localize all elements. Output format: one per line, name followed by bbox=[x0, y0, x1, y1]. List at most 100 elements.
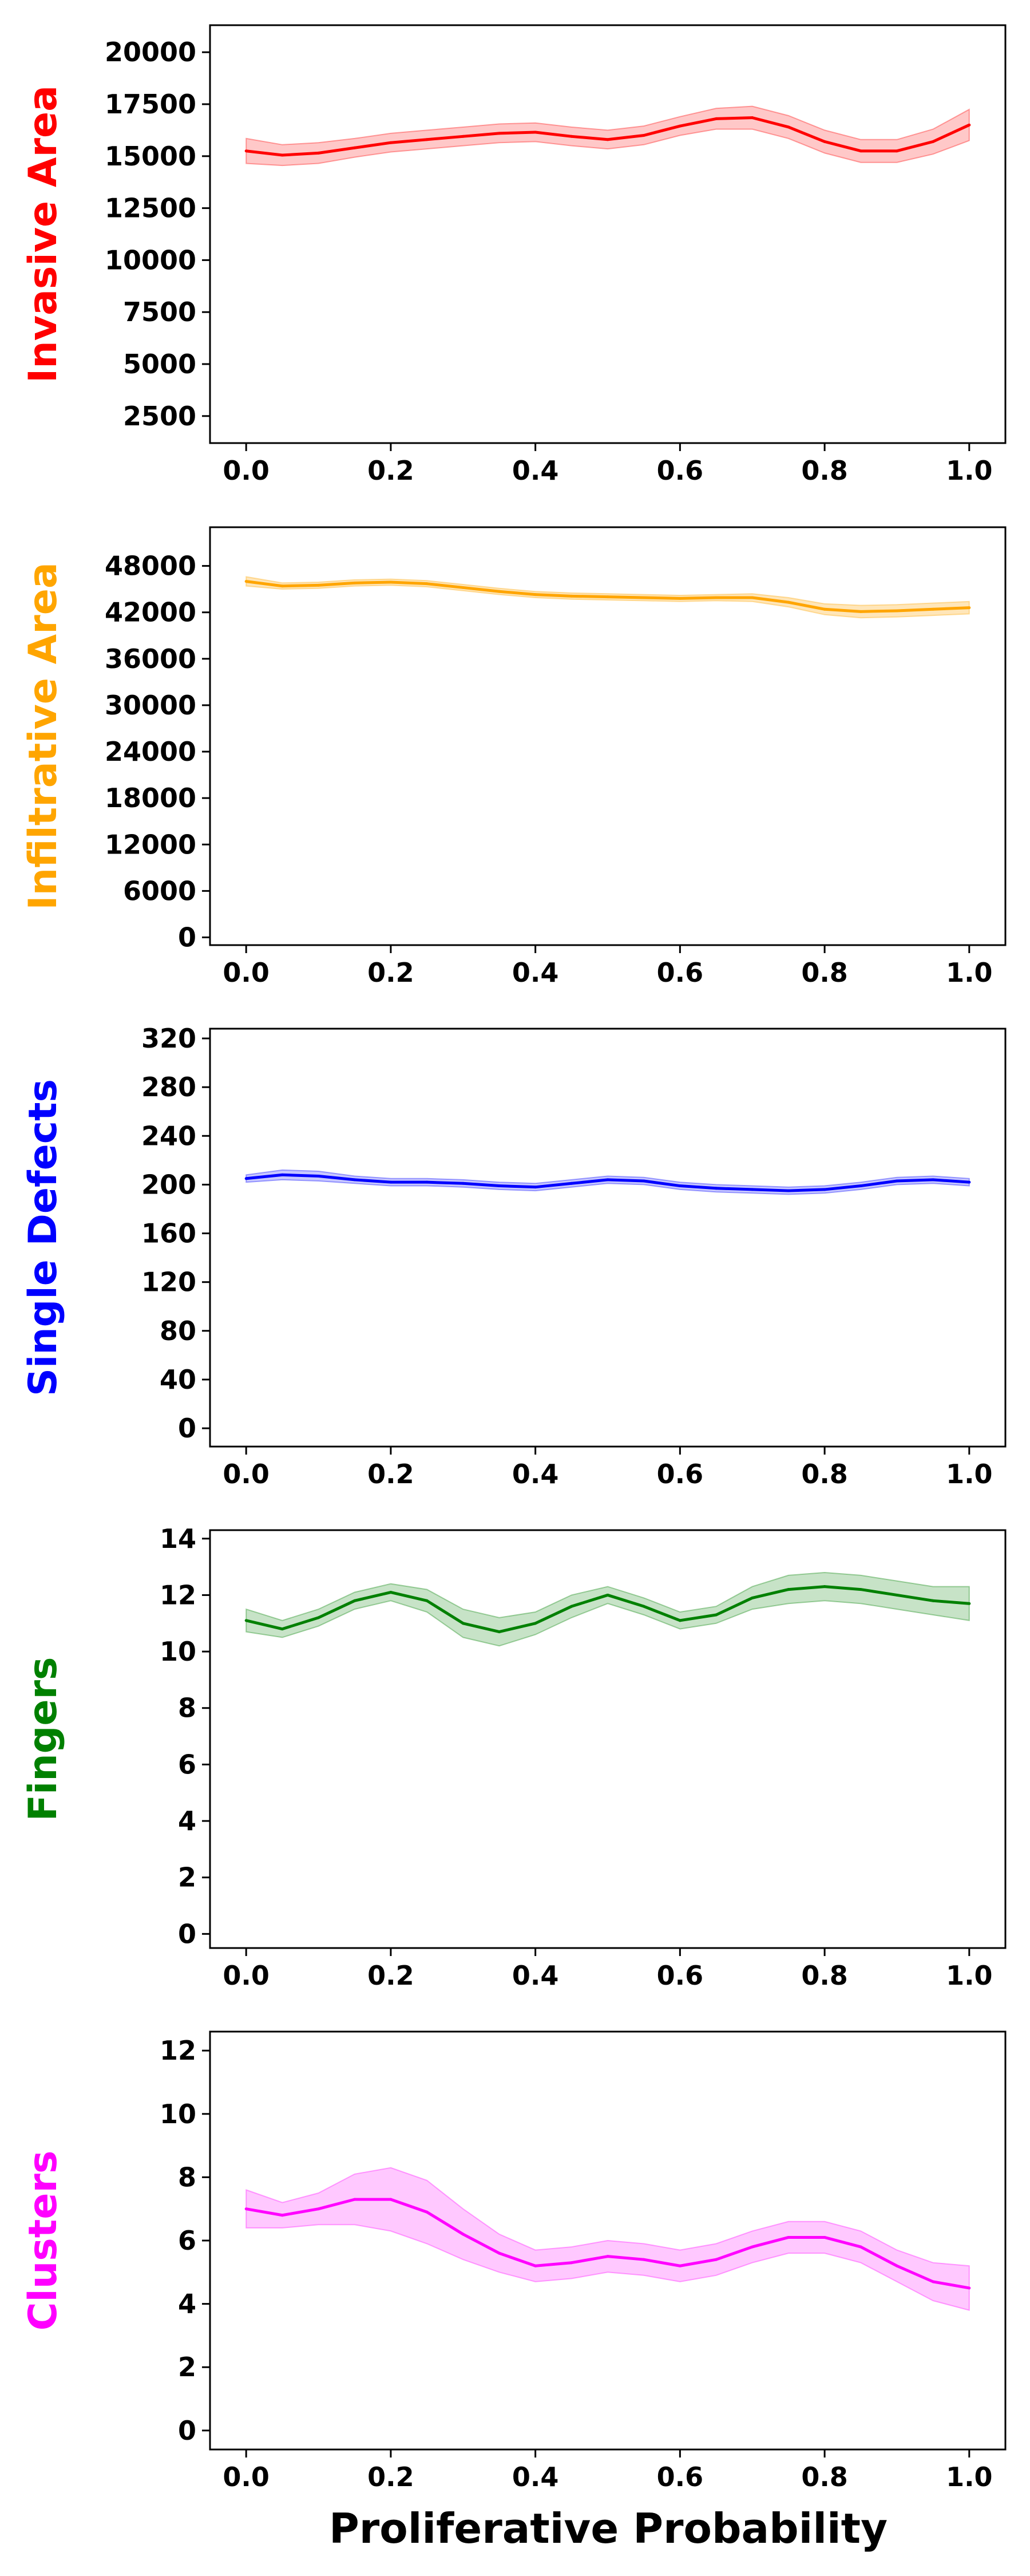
series-line-segment bbox=[570, 2255, 609, 2265]
chart-panel: 0.0 0.2 0.4 0.6 0.8 1.0 0 6000 12000 18000 24000 30… bbox=[21, 526, 1007, 988]
series-line-segment bbox=[751, 1188, 790, 1192]
series-line-segment bbox=[389, 1591, 429, 1602]
series-line-segment bbox=[606, 1178, 645, 1183]
series-line-segment bbox=[642, 2258, 682, 2267]
y-tick-label: 2 bbox=[178, 2352, 196, 2383]
series-line-segment bbox=[280, 1616, 320, 1631]
y-axis-label: Fingers bbox=[21, 1657, 66, 1822]
series-line-segment bbox=[497, 1622, 537, 1634]
series-line-segment bbox=[823, 1585, 862, 1591]
series-line-segment bbox=[317, 1599, 356, 1619]
series-line-segment bbox=[534, 1182, 573, 1189]
x-tick-label: 1.0 bbox=[946, 2462, 993, 2492]
y-tick-label: 30000 bbox=[105, 690, 196, 721]
series-line-segment bbox=[606, 2255, 645, 2261]
series-line-segment bbox=[823, 140, 862, 153]
series-line-segment bbox=[280, 2207, 320, 2217]
x-tick-label: 0.6 bbox=[657, 455, 704, 486]
x-tick-label: 0.0 bbox=[223, 2462, 270, 2492]
y-tick-label: 7500 bbox=[123, 297, 196, 327]
series-line-segment bbox=[895, 2264, 935, 2283]
confidence-band bbox=[245, 2167, 970, 2311]
series-line-segment bbox=[932, 1178, 971, 1184]
series-line-segment bbox=[715, 1187, 754, 1191]
series-line-segment bbox=[425, 1599, 465, 1625]
y-tick-label: 0 bbox=[178, 2415, 196, 2446]
x-tick-label: 0.2 bbox=[367, 1960, 414, 1991]
series-line-segment bbox=[751, 116, 790, 129]
series-line-segment bbox=[317, 2198, 356, 2211]
series-line-segment bbox=[497, 2251, 537, 2267]
y-tick-label: 40 bbox=[160, 1364, 196, 1395]
y-tick-label: 10000 bbox=[105, 244, 196, 275]
x-tick-label: 0.4 bbox=[512, 1960, 559, 1991]
series-line-segment bbox=[606, 1593, 645, 1608]
series-line-segment bbox=[751, 596, 790, 604]
plot-area bbox=[210, 25, 1005, 443]
y-tick-label: 12 bbox=[160, 1579, 196, 1610]
plot-area bbox=[210, 1029, 1005, 1447]
chart-panel: 0.0 0.2 0.4 0.6 0.8 1.0 0 2 4 6 8 10 12 Clusters bbox=[21, 2030, 1007, 2492]
series-line-segment bbox=[570, 135, 609, 141]
series-line-segment bbox=[425, 2210, 465, 2236]
series-line-segment bbox=[425, 1180, 465, 1185]
y-tick-label: 8 bbox=[178, 1693, 196, 1724]
series-line-segment bbox=[678, 2258, 718, 2267]
y-tick-label: 42000 bbox=[105, 597, 196, 628]
series-line-segment bbox=[534, 2261, 573, 2267]
series-line-segment bbox=[280, 151, 320, 157]
x-tick-label: 0.0 bbox=[223, 1459, 270, 1490]
series-line-segment bbox=[353, 580, 393, 584]
series-line-segment bbox=[389, 138, 429, 144]
chart-panel: 0.0 0.2 0.4 0.6 0.8 1.0 0 40 80 120 160 200 240 280 32… bbox=[21, 1023, 1007, 1490]
x-tick-label: 0.2 bbox=[367, 455, 414, 486]
series-line-segment bbox=[751, 1588, 790, 1599]
series-line-segment bbox=[895, 607, 935, 613]
x-tick-label: 0.6 bbox=[657, 957, 704, 988]
series-line-segment bbox=[534, 593, 573, 598]
series-line-segment bbox=[859, 2245, 898, 2267]
series-line-segment bbox=[461, 1622, 501, 1634]
series-line-segment bbox=[751, 2235, 790, 2249]
series-line-segment bbox=[642, 1605, 682, 1622]
series-line-segment bbox=[280, 583, 320, 588]
series-line-segment bbox=[244, 580, 284, 588]
x-tick-label: 0.0 bbox=[223, 957, 270, 988]
x-tick-label: 0.4 bbox=[512, 957, 559, 988]
series-line-segment bbox=[932, 123, 971, 143]
series-line-segment bbox=[787, 600, 826, 611]
x-tick-label: 0.8 bbox=[801, 1459, 848, 1490]
y-tick-label: 4 bbox=[178, 2289, 196, 2320]
confidence-band bbox=[245, 105, 970, 167]
confidence-band bbox=[245, 1169, 970, 1195]
x-tick-label: 0.4 bbox=[512, 2462, 559, 2492]
series-line-segment bbox=[497, 131, 537, 135]
series-line-segment bbox=[642, 124, 682, 137]
series-line-segment bbox=[895, 1178, 935, 1183]
y-tick-label: 17500 bbox=[105, 89, 196, 120]
y-tick-label: 120 bbox=[141, 1267, 196, 1298]
series-line-segment bbox=[859, 1588, 898, 1597]
x-tick-label: 0.4 bbox=[512, 455, 559, 486]
y-tick-label: 12500 bbox=[105, 193, 196, 224]
series-line-segment bbox=[606, 595, 645, 599]
x-tick-label: 0.2 bbox=[367, 957, 414, 988]
series-line-segment bbox=[497, 1184, 537, 1189]
series-line-segment bbox=[244, 1619, 284, 1631]
series-line-segment bbox=[244, 2207, 284, 2217]
series-line-segment bbox=[823, 2235, 862, 2249]
series-line-segment bbox=[353, 1178, 393, 1184]
series-line-segment bbox=[823, 1184, 862, 1191]
x-tick-label: 0.4 bbox=[512, 1459, 559, 1490]
y-axis-label: Single Defects bbox=[21, 1079, 66, 1396]
x-tick-label: 0.8 bbox=[801, 1960, 848, 1991]
y-tick-label: 36000 bbox=[105, 643, 196, 674]
y-tick-label: 4 bbox=[178, 1805, 196, 1836]
x-tick-label: 1.0 bbox=[946, 1960, 993, 1991]
series-line-segment bbox=[280, 1173, 320, 1178]
series-line-segment bbox=[389, 2198, 429, 2214]
x-tick-label: 0.8 bbox=[801, 2462, 848, 2492]
y-tick-label: 12 bbox=[160, 2035, 196, 2066]
chart-panel: 0.0 0.2 0.4 0.6 0.8 1.0 2500 5000 7500 10000 12500… bbox=[21, 24, 1007, 486]
y-tick-label: 160 bbox=[141, 1218, 196, 1249]
